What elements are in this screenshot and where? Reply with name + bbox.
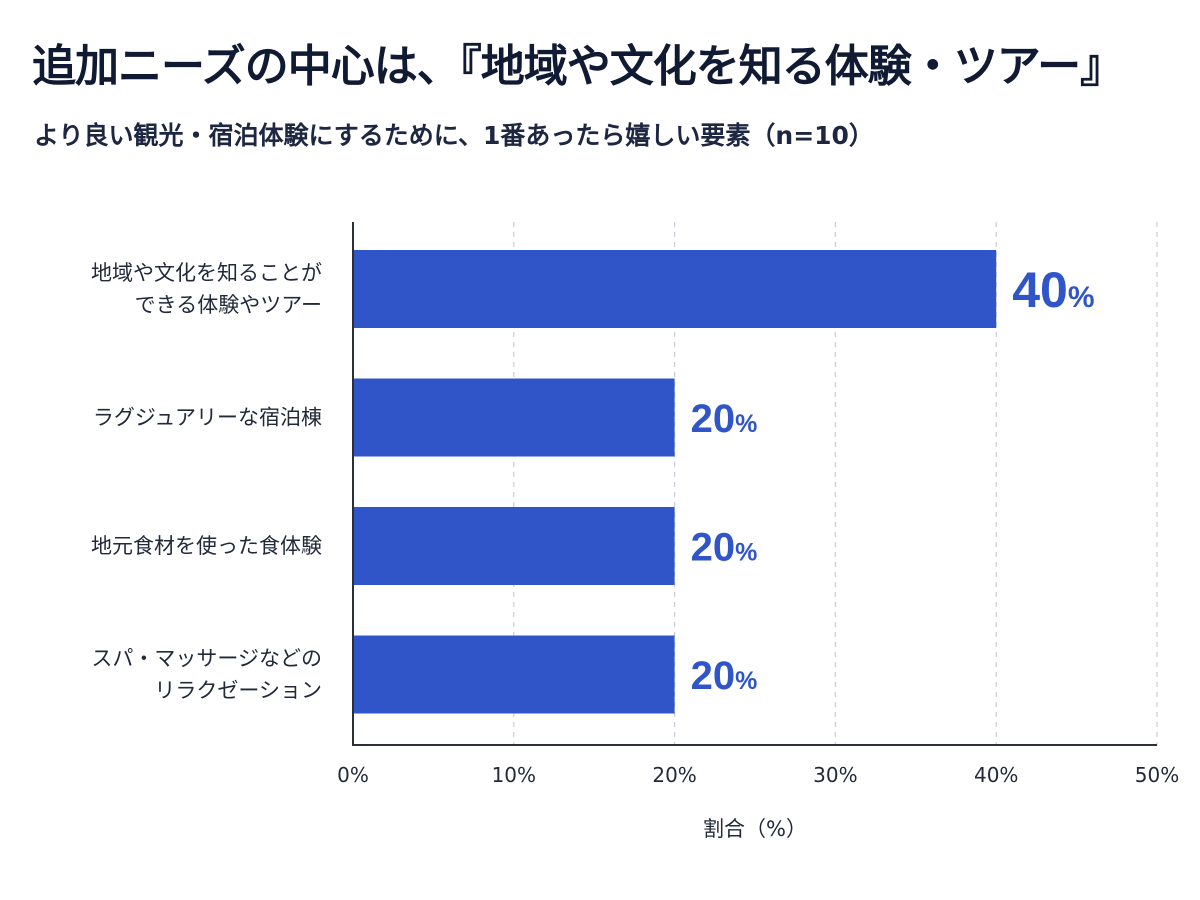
x-tick-label-1: 10% (492, 763, 536, 787)
category-label-1-0: ラグジュアリーな宿泊棟 (93, 406, 322, 430)
bar-3 (353, 635, 675, 714)
chart-title: 追加ニーズの中心は、『地域や文化を知る体験・ツアー』 (32, 41, 1124, 92)
x-tick-label-2: 20% (652, 763, 696, 787)
value-label-3: 20% (691, 654, 758, 698)
bar-2 (353, 507, 675, 585)
category-label-0-0: 地域や文化を知ることが (91, 261, 322, 285)
value-label-0: 40% (1012, 262, 1094, 318)
value-label-1: 20% (691, 397, 758, 441)
value-unit-2: % (735, 538, 757, 566)
x-tick-label-0: 0% (337, 763, 369, 787)
value-label-2: 20% (691, 525, 758, 569)
x-tick-label-3: 30% (813, 763, 857, 787)
x-tick-label-4: 40% (974, 763, 1018, 787)
category-label-3-0: スパ・マッサージなどの (91, 647, 322, 671)
category-label-3-1: リラクゼーション (154, 679, 322, 703)
chart-subtitle: より良い観光・宿泊体験にするために、1番あったら嬉しい要素（n=10） (34, 121, 874, 150)
x-axis-title: 割合（%） (703, 817, 807, 841)
x-tick-label-5: 50% (1135, 763, 1179, 787)
value-number-1: 20 (691, 397, 736, 441)
value-unit-0: % (1068, 281, 1095, 314)
bar-0 (353, 250, 997, 328)
bar-1 (353, 378, 675, 457)
value-unit-1: % (735, 410, 757, 438)
category-label-2-0: 地元食材を使った食体験 (91, 534, 322, 558)
value-unit-3: % (735, 667, 757, 695)
value-number-3: 20 (691, 654, 736, 698)
value-number-0: 40 (1012, 262, 1068, 318)
value-number-2: 20 (691, 525, 736, 569)
category-label-0-1: できる体験やツアー (135, 293, 322, 317)
